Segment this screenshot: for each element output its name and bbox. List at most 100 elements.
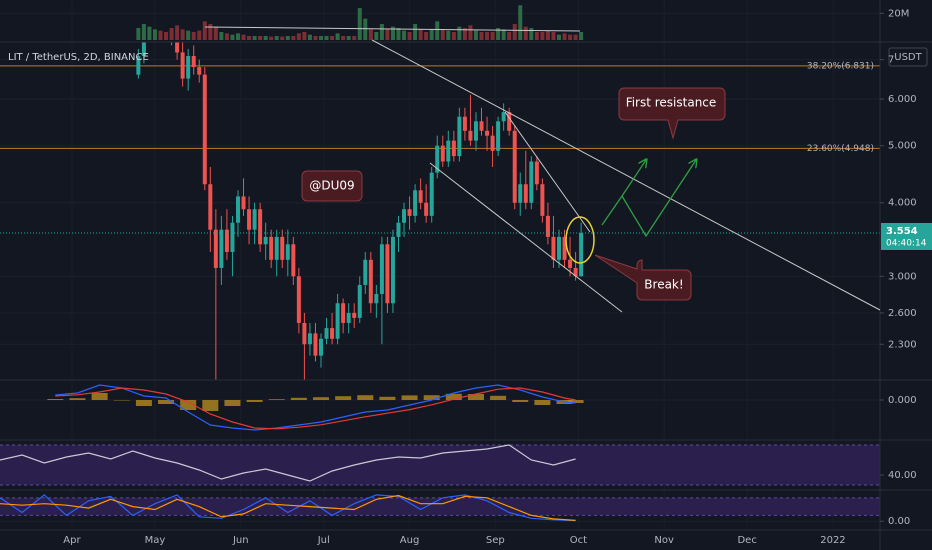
volume-bar bbox=[440, 29, 445, 40]
volume-bar bbox=[341, 36, 346, 40]
volume-bar bbox=[429, 29, 434, 40]
volume-bar bbox=[158, 30, 163, 40]
y-tick-label: 7 bbox=[888, 55, 894, 66]
macd-histogram-bar bbox=[91, 393, 108, 400]
volume-bar bbox=[346, 36, 351, 40]
annotation: @DU09 bbox=[309, 179, 354, 193]
candle-body bbox=[224, 229, 229, 252]
candle-body bbox=[562, 236, 567, 260]
volume-bar bbox=[374, 32, 379, 40]
volume-bar bbox=[363, 18, 368, 40]
volume-bar bbox=[568, 34, 573, 40]
candle-body bbox=[291, 244, 296, 277]
stoch-d-line bbox=[0, 494, 576, 521]
macd-histogram-bar bbox=[335, 396, 352, 400]
band bbox=[0, 445, 880, 485]
volume-bar bbox=[446, 30, 451, 40]
candle-body bbox=[385, 244, 390, 304]
rsi-line bbox=[0, 444, 576, 482]
legend-title: LIT / TetherUS, 2D, BINANCE bbox=[8, 52, 149, 63]
candle-body bbox=[402, 209, 407, 223]
candle-body bbox=[258, 209, 263, 245]
candle-body bbox=[186, 56, 191, 79]
last-price-label: 3.554 bbox=[886, 226, 918, 237]
last-price-tag bbox=[881, 222, 932, 250]
candle-body bbox=[357, 284, 362, 318]
projection-arrows bbox=[601, 160, 696, 238]
candle-body bbox=[313, 333, 318, 356]
volume-bar bbox=[424, 32, 429, 40]
volume-bar bbox=[457, 26, 462, 40]
currency: USDT bbox=[894, 52, 922, 63]
candle-body bbox=[191, 56, 196, 68]
macd-histogram-bar bbox=[202, 400, 219, 411]
candle-body bbox=[523, 184, 528, 203]
candle-body bbox=[479, 121, 484, 131]
candle-body bbox=[418, 190, 423, 203]
volume-bar bbox=[479, 32, 484, 40]
macd-histogram-bar bbox=[313, 397, 330, 400]
candle-body bbox=[429, 172, 434, 216]
x-tick-label: 2022 bbox=[820, 535, 845, 546]
candle-body bbox=[413, 190, 418, 216]
candle-body bbox=[534, 161, 539, 185]
volume-bar bbox=[296, 33, 301, 40]
volume-bar bbox=[230, 34, 235, 40]
macd-line bbox=[55, 384, 576, 431]
volume-bar bbox=[390, 26, 395, 40]
volume-bar bbox=[235, 33, 240, 40]
candle-body bbox=[280, 236, 285, 260]
volume-bar bbox=[141, 24, 146, 40]
macd-histogram-bar bbox=[290, 397, 307, 400]
macd-histogram-bar bbox=[567, 400, 584, 403]
annotation: First resistance bbox=[626, 96, 717, 110]
volume-bar bbox=[247, 36, 252, 40]
macd-histogram-bar bbox=[467, 394, 484, 400]
volume-bar bbox=[529, 28, 534, 40]
candle-body bbox=[568, 259, 573, 268]
volume-bar bbox=[269, 36, 274, 40]
candle-body bbox=[507, 112, 512, 131]
macd-histogram-bar bbox=[445, 393, 462, 400]
candle-body bbox=[451, 140, 456, 157]
volume-bar bbox=[147, 26, 152, 40]
candle-body bbox=[219, 229, 224, 268]
y-tick-label: 2.600 bbox=[888, 308, 917, 319]
candle-body bbox=[202, 74, 207, 185]
y-tick-label: 3.000 bbox=[888, 271, 917, 282]
candle-body bbox=[490, 135, 495, 151]
currency-box bbox=[888, 47, 928, 67]
candle-body bbox=[435, 145, 440, 173]
volume-bar bbox=[202, 21, 207, 40]
volume-bar bbox=[352, 36, 357, 40]
volume-bar bbox=[413, 24, 418, 40]
candle-body bbox=[363, 259, 368, 285]
macd-histogram-bar bbox=[180, 400, 197, 410]
candle-body bbox=[551, 236, 556, 260]
candle-body bbox=[473, 121, 478, 141]
candle-body bbox=[440, 145, 445, 162]
volume-bar bbox=[451, 32, 456, 40]
candle-body bbox=[446, 140, 451, 162]
volume-bar bbox=[219, 32, 224, 40]
candle-body bbox=[457, 116, 462, 157]
macd-histogram-bar bbox=[47, 399, 64, 400]
candle-body bbox=[556, 236, 561, 260]
macd-histogram-bar bbox=[224, 400, 241, 406]
break-ellipse bbox=[565, 216, 595, 264]
candle-body bbox=[424, 202, 429, 216]
y-tick-label: 4.000 bbox=[888, 198, 917, 209]
volume-bar bbox=[473, 30, 478, 40]
volume-bar bbox=[435, 21, 440, 40]
candle-body bbox=[346, 312, 351, 323]
volume-bar bbox=[357, 8, 362, 40]
x-tick-label: May bbox=[145, 535, 166, 546]
macd-histogram-bar bbox=[113, 400, 130, 401]
macd-histogram-bar bbox=[401, 395, 418, 400]
macd-histogram-bar bbox=[512, 400, 529, 402]
candle-body bbox=[263, 236, 268, 245]
volume-bar bbox=[164, 32, 169, 40]
x-tick-label: Nov bbox=[654, 535, 674, 546]
volume-bar bbox=[507, 32, 512, 40]
candle-body bbox=[468, 130, 473, 141]
